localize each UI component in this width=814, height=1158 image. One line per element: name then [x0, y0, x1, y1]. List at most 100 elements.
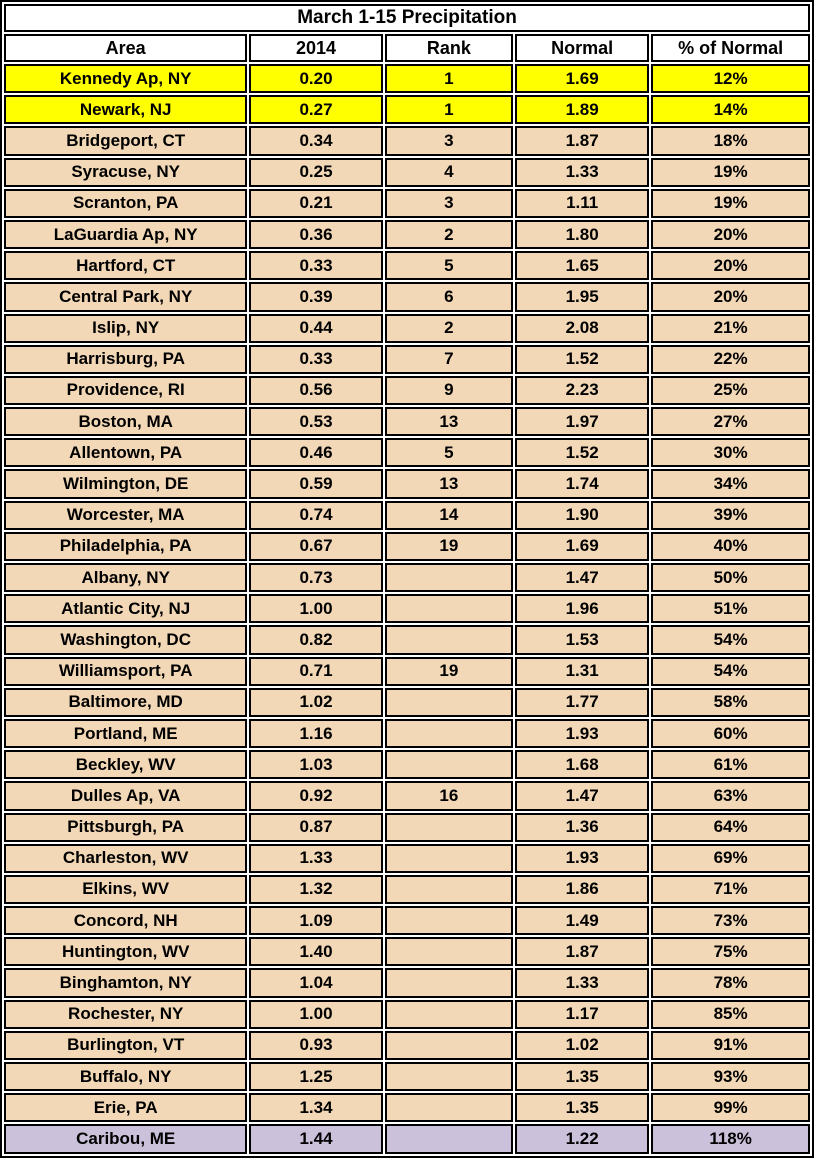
area-cell: Beckley, WV [4, 750, 248, 780]
normal-cell: 1.69 [515, 531, 650, 561]
normal-cell: 1.86 [515, 874, 650, 905]
table-row: LaGuardia Ap, NY 0.36 2 1.80 20% [4, 219, 810, 250]
column-header-row: Area 2014 Rank Normal % of Normal [4, 34, 810, 62]
value-2014-cell: 1.00 [249, 594, 383, 624]
column-header-normal: Normal [515, 34, 650, 62]
pct-of-normal-cell: 20% [651, 219, 810, 250]
rank-cell [384, 625, 514, 655]
area-cell: Wilmington, DE [4, 469, 248, 499]
pct-of-normal-cell: 61% [651, 750, 810, 780]
value-2014-cell: 1.16 [249, 718, 383, 749]
column-header-2014: 2014 [249, 34, 383, 62]
table-row: Rochester, NY 1.00 1.17 85% [4, 999, 810, 1029]
normal-cell: 1.77 [515, 687, 650, 717]
normal-cell: 1.49 [515, 906, 650, 936]
normal-cell: 1.68 [515, 750, 650, 780]
value-2014-cell: 1.00 [249, 999, 383, 1029]
value-2014-cell: 1.34 [249, 1093, 383, 1123]
rank-cell [384, 1093, 514, 1123]
rank-cell [384, 1030, 514, 1060]
normal-cell: 1.97 [515, 407, 650, 437]
value-2014-cell: 1.40 [249, 937, 383, 967]
normal-cell: 1.90 [515, 500, 650, 530]
area-cell: Concord, NH [4, 906, 248, 936]
area-cell: Newark, NJ [4, 95, 248, 125]
value-2014-cell: 0.56 [249, 375, 383, 406]
normal-cell: 1.87 [515, 937, 650, 967]
rank-cell: 2 [384, 313, 514, 343]
normal-cell: 1.52 [515, 438, 650, 468]
rank-cell [384, 687, 514, 717]
table-row: Syracuse, NY 0.25 4 1.33 19% [4, 157, 810, 187]
value-2014-cell: 0.34 [249, 126, 383, 156]
pct-of-normal-cell: 34% [651, 469, 810, 499]
area-cell: Harrisburg, PA [4, 344, 248, 374]
value-2014-cell: 0.25 [249, 157, 383, 187]
table-row: Williamsport, PA 0.71 19 1.31 54% [4, 656, 810, 686]
value-2014-cell: 1.25 [249, 1062, 383, 1092]
rank-cell [384, 843, 514, 873]
value-2014-cell: 0.33 [249, 251, 383, 281]
area-cell: Bridgeport, CT [4, 126, 248, 156]
table-row: Washington, DC 0.82 1.53 54% [4, 625, 810, 655]
normal-cell: 1.96 [515, 594, 650, 624]
rank-cell: 19 [384, 656, 514, 686]
value-2014-cell: 0.39 [249, 282, 383, 312]
area-cell: Albany, NY [4, 563, 248, 593]
rank-cell: 5 [384, 438, 514, 468]
table-row: Worcester, MA 0.74 14 1.90 39% [4, 500, 810, 530]
pct-of-normal-cell: 40% [651, 531, 810, 561]
table-row: Atlantic City, NJ 1.00 1.96 51% [4, 594, 810, 624]
rank-cell [384, 750, 514, 780]
value-2014-cell: 0.21 [249, 188, 383, 218]
value-2014-cell: 1.04 [249, 968, 383, 998]
rank-cell: 13 [384, 469, 514, 499]
value-2014-cell: 1.32 [249, 874, 383, 905]
rank-cell: 2 [384, 219, 514, 250]
pct-of-normal-cell: 19% [651, 188, 810, 218]
pct-of-normal-cell: 22% [651, 344, 810, 374]
normal-cell: 1.11 [515, 188, 650, 218]
normal-cell: 1.36 [515, 812, 650, 842]
pct-of-normal-cell: 21% [651, 313, 810, 343]
normal-cell: 1.69 [515, 64, 650, 94]
table-row: Baltimore, MD 1.02 1.77 58% [4, 687, 810, 717]
area-cell: Syracuse, NY [4, 157, 248, 187]
area-cell: Atlantic City, NJ [4, 594, 248, 624]
value-2014-cell: 0.27 [249, 95, 383, 125]
pct-of-normal-cell: 50% [651, 563, 810, 593]
table-body: Kennedy Ap, NY 0.20 1 1.69 12% Newark, NJ 0.27… [4, 64, 810, 1154]
rank-cell: 5 [384, 251, 514, 281]
area-cell: Kennedy Ap, NY [4, 64, 248, 94]
area-cell: Philadelphia, PA [4, 531, 248, 561]
column-header-area: Area [4, 34, 248, 62]
rank-cell: 14 [384, 500, 514, 530]
area-cell: Erie, PA [4, 1093, 248, 1123]
normal-cell: 1.87 [515, 126, 650, 156]
area-cell: Boston, MA [4, 407, 248, 437]
rank-cell [384, 937, 514, 967]
area-cell: LaGuardia Ap, NY [4, 219, 248, 250]
area-cell: Burlington, VT [4, 1030, 248, 1060]
normal-cell: 1.35 [515, 1062, 650, 1092]
pct-of-normal-cell: 19% [651, 157, 810, 187]
table-row: Scranton, PA 0.21 3 1.11 19% [4, 188, 810, 218]
value-2014-cell: 0.53 [249, 407, 383, 437]
area-cell: Portland, ME [4, 718, 248, 749]
title-row: March 1-15 Precipitation [4, 4, 810, 32]
table-row: Wilmington, DE 0.59 13 1.74 34% [4, 469, 810, 499]
table-row: Providence, RI 0.56 9 2.23 25% [4, 375, 810, 406]
table-row: Binghamton, NY 1.04 1.33 78% [4, 968, 810, 998]
rank-cell [384, 968, 514, 998]
area-cell: Huntington, WV [4, 937, 248, 967]
column-header-pct-of-normal: % of Normal [651, 34, 810, 62]
rank-cell: 7 [384, 344, 514, 374]
table-row: Pittsburgh, PA 0.87 1.36 64% [4, 812, 810, 842]
value-2014-cell: 0.71 [249, 656, 383, 686]
table-row: Harrisburg, PA 0.33 7 1.52 22% [4, 344, 810, 374]
rank-cell [384, 999, 514, 1029]
normal-cell: 1.02 [515, 1030, 650, 1060]
pct-of-normal-cell: 64% [651, 812, 810, 842]
rank-cell: 1 [384, 64, 514, 94]
